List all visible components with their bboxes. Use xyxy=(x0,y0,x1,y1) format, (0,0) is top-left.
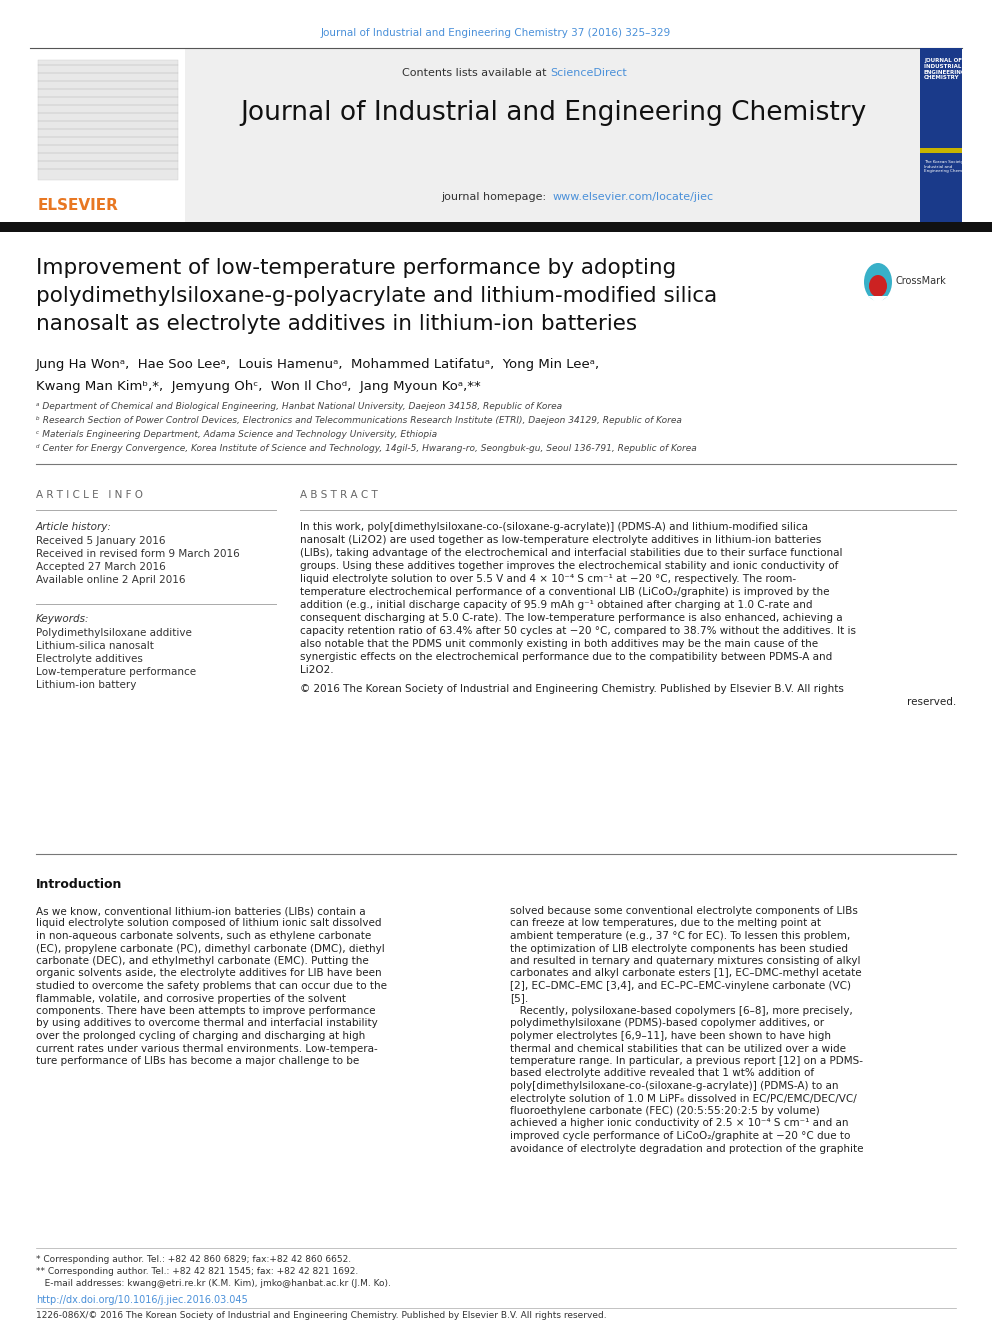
Text: Keywords:: Keywords: xyxy=(36,614,89,624)
Text: Received 5 January 2016: Received 5 January 2016 xyxy=(36,536,166,546)
Text: polydimethylsiloxane (PDMS)-based copolymer additives, or: polydimethylsiloxane (PDMS)-based copoly… xyxy=(510,1019,824,1028)
Text: A R T I C L E   I N F O: A R T I C L E I N F O xyxy=(36,490,143,500)
Text: organic solvents aside, the electrolyte additives for LIB have been: organic solvents aside, the electrolyte … xyxy=(36,968,382,979)
Text: JOURNAL OF
INDUSTRIAL AND
ENGINEERING
CHEMISTRY: JOURNAL OF INDUSTRIAL AND ENGINEERING CH… xyxy=(924,58,977,81)
Text: ᵈ Center for Energy Convergence, Korea Institute of Science and Technology, 14gi: ᵈ Center for Energy Convergence, Korea I… xyxy=(36,445,696,452)
Text: and resulted in ternary and quaternary mixtures consisting of alkyl: and resulted in ternary and quaternary m… xyxy=(510,957,860,966)
Text: (LIBs), taking advantage of the electrochemical and interfacial stabilities due : (LIBs), taking advantage of the electroc… xyxy=(300,548,842,558)
Text: nanosalt as electrolyte additives in lithium-ion batteries: nanosalt as electrolyte additives in lit… xyxy=(36,314,637,333)
Text: Kwang Man Kimᵇ,*,  Jemyung Ohᶜ,  Won Il Choᵈ,  Jang Myoun Koᵃ,**: Kwang Man Kimᵇ,*, Jemyung Ohᶜ, Won Il Ch… xyxy=(36,380,481,393)
Text: studied to overcome the safety problems that can occur due to the: studied to overcome the safety problems … xyxy=(36,980,387,991)
Text: synergistic effects on the electrochemical performance due to the compatibility : synergistic effects on the electrochemic… xyxy=(300,652,832,662)
Text: Jung Ha Wonᵃ,  Hae Soo Leeᵃ,  Louis Hamenuᵃ,  Mohammed Latifatuᵃ,  Yong Min Leeᵃ: Jung Ha Wonᵃ, Hae Soo Leeᵃ, Louis Hamenu… xyxy=(36,359,600,370)
Text: The Korean Society of
Industrial and
Engineering Chemistry: The Korean Society of Industrial and Eng… xyxy=(924,160,971,173)
Text: based electrolyte additive revealed that 1 wt% addition of: based electrolyte additive revealed that… xyxy=(510,1069,814,1078)
Text: components. There have been attempts to improve performance: components. There have been attempts to … xyxy=(36,1005,376,1016)
Text: addition (e.g., initial discharge capacity of 95.9 mAh g⁻¹ obtained after chargi: addition (e.g., initial discharge capaci… xyxy=(300,601,812,610)
Text: As we know, conventional lithium-ion batteries (LIBs) contain a: As we know, conventional lithium-ion bat… xyxy=(36,906,366,916)
Text: nanosalt (Li2O2) are used together as low-temperature electrolyte additives in l: nanosalt (Li2O2) are used together as lo… xyxy=(300,534,821,545)
Text: Accepted 27 March 2016: Accepted 27 March 2016 xyxy=(36,562,166,572)
Text: Contents lists available at: Contents lists available at xyxy=(402,67,550,78)
Text: consequent discharging at 5.0 C-rate). The low-temperature performance is also e: consequent discharging at 5.0 C-rate). T… xyxy=(300,613,842,623)
Text: ScienceDirect: ScienceDirect xyxy=(550,67,627,78)
Text: reserved.: reserved. xyxy=(907,697,956,706)
Text: flammable, volatile, and corrosive properties of the solvent: flammable, volatile, and corrosive prope… xyxy=(36,994,346,1004)
Text: Journal of Industrial and Engineering Chemistry: Journal of Industrial and Engineering Ch… xyxy=(240,101,866,126)
Text: ᵃ Department of Chemical and Biological Engineering, Hanbat National University,: ᵃ Department of Chemical and Biological … xyxy=(36,402,562,411)
Text: ᵇ Research Section of Power Control Devices, Electronics and Telecommunications : ᵇ Research Section of Power Control Devi… xyxy=(36,415,682,425)
Bar xyxy=(920,148,962,153)
Bar xyxy=(0,222,992,232)
Text: (EC), propylene carbonate (PC), dimethyl carbonate (DMC), diethyl: (EC), propylene carbonate (PC), dimethyl… xyxy=(36,943,385,954)
Text: © 2016 The Korean Society of Industrial and Engineering Chemistry. Published by : © 2016 The Korean Society of Industrial … xyxy=(300,684,844,695)
Text: Recently, polysiloxane-based copolymers [6–8], more precisely,: Recently, polysiloxane-based copolymers … xyxy=(510,1005,853,1016)
Ellipse shape xyxy=(864,263,892,302)
Text: groups. Using these additives together improves the electrochemical stability an: groups. Using these additives together i… xyxy=(300,561,838,572)
Text: carbonates and alkyl carbonate esters [1], EC–DMC-methyl acetate: carbonates and alkyl carbonate esters [1… xyxy=(510,968,862,979)
Text: capacity retention ratio of 63.4% after 50 cycles at −20 °C, compared to 38.7% w: capacity retention ratio of 63.4% after … xyxy=(300,626,856,636)
Text: Received in revised form 9 March 2016: Received in revised form 9 March 2016 xyxy=(36,549,240,560)
Text: [5].: [5]. xyxy=(510,994,529,1004)
Text: Article history:: Article history: xyxy=(36,523,112,532)
Text: [2], EC–DMC–EMC [3,4], and EC–PC–EMC-vinylene carbonate (VC): [2], EC–DMC–EMC [3,4], and EC–PC–EMC-vin… xyxy=(510,980,851,991)
Text: in non-aqueous carbonate solvents, such as ethylene carbonate: in non-aqueous carbonate solvents, such … xyxy=(36,931,371,941)
Text: Improvement of low-temperature performance by adopting: Improvement of low-temperature performan… xyxy=(36,258,677,278)
Text: ture performance of LIBs has become a major challenge to be: ture performance of LIBs has become a ma… xyxy=(36,1056,359,1066)
Text: A B S T R A C T: A B S T R A C T xyxy=(300,490,378,500)
Text: Available online 2 April 2016: Available online 2 April 2016 xyxy=(36,576,186,585)
Text: poly[dimethylsiloxane-co-(siloxane-g-acrylate)] (PDMS-A) to an: poly[dimethylsiloxane-co-(siloxane-g-acr… xyxy=(510,1081,838,1091)
Text: CrossMark: CrossMark xyxy=(896,277,946,286)
Text: Lithium-silica nanosalt: Lithium-silica nanosalt xyxy=(36,642,154,651)
Text: In this work, poly[dimethylsiloxane-co-(siloxane-g-acrylate)] (PDMS-A) and lithi: In this work, poly[dimethylsiloxane-co-(… xyxy=(300,523,808,532)
Text: fluoroethylene carbonate (FEC) (20:5:55:20:2:5 by volume): fluoroethylene carbonate (FEC) (20:5:55:… xyxy=(510,1106,819,1117)
Text: E-mail addresses: kwang@etri.re.kr (K.M. Kim), jmko@hanbat.ac.kr (J.M. Ko).: E-mail addresses: kwang@etri.re.kr (K.M.… xyxy=(36,1279,391,1289)
Text: polymer electrolytes [6,9–11], have been shown to have high: polymer electrolytes [6,9–11], have been… xyxy=(510,1031,831,1041)
Text: ᶜ Materials Engineering Department, Adama Science and Technology University, Eth: ᶜ Materials Engineering Department, Adam… xyxy=(36,430,437,439)
Text: Lithium-ion battery: Lithium-ion battery xyxy=(36,680,136,691)
Text: ** Corresponding author. Tel.: +82 42 821 1545; fax: +82 42 821 1692.: ** Corresponding author. Tel.: +82 42 82… xyxy=(36,1267,358,1275)
Text: current rates under various thermal environments. Low-tempera-: current rates under various thermal envi… xyxy=(36,1044,378,1053)
Bar xyxy=(920,48,962,222)
Text: http://dx.doi.org/10.1016/j.jiec.2016.03.045: http://dx.doi.org/10.1016/j.jiec.2016.03… xyxy=(36,1295,248,1304)
Text: thermal and chemical stabilities that can be utilized over a wide: thermal and chemical stabilities that ca… xyxy=(510,1044,846,1053)
Text: the optimization of LIB electrolyte components has been studied: the optimization of LIB electrolyte comp… xyxy=(510,943,848,954)
Text: Journal of Industrial and Engineering Chemistry 37 (2016) 325–329: Journal of Industrial and Engineering Ch… xyxy=(320,28,672,38)
Text: www.elsevier.com/locate/jiec: www.elsevier.com/locate/jiec xyxy=(553,192,714,202)
Text: journal homepage:: journal homepage: xyxy=(440,192,553,202)
Bar xyxy=(185,48,920,222)
Text: Electrolyte additives: Electrolyte additives xyxy=(36,654,143,664)
Text: Introduction: Introduction xyxy=(36,878,122,890)
Ellipse shape xyxy=(869,275,887,296)
Bar xyxy=(30,48,185,222)
Text: solved because some conventional electrolyte components of LIBs: solved because some conventional electro… xyxy=(510,906,858,916)
Text: liquid electrolyte solution to over 5.5 V and 4 × 10⁻⁴ S cm⁻¹ at −20 °C, respect: liquid electrolyte solution to over 5.5 … xyxy=(300,574,797,583)
Text: polydimethylsiloxane-g-polyacrylate and lithium-modified silica: polydimethylsiloxane-g-polyacrylate and … xyxy=(36,286,717,306)
Text: liquid electrolyte solution composed of lithium ionic salt dissolved: liquid electrolyte solution composed of … xyxy=(36,918,382,929)
Text: ambient temperature (e.g., 37 °C for EC). To lessen this problem,: ambient temperature (e.g., 37 °C for EC)… xyxy=(510,931,850,941)
Text: improved cycle performance of LiCoO₂/graphite at −20 °C due to: improved cycle performance of LiCoO₂/gra… xyxy=(510,1131,850,1140)
Text: 1226-086X/© 2016 The Korean Society of Industrial and Engineering Chemistry. Pub: 1226-086X/© 2016 The Korean Society of I… xyxy=(36,1311,607,1320)
Text: Low-temperature performance: Low-temperature performance xyxy=(36,667,196,677)
Text: temperature electrochemical performance of a conventional LIB (LiCoO₂/graphite) : temperature electrochemical performance … xyxy=(300,587,829,597)
Text: electrolyte solution of 1.0 M LiPF₆ dissolved in EC/PC/EMC/DEC/VC/: electrolyte solution of 1.0 M LiPF₆ diss… xyxy=(510,1094,857,1103)
Text: carbonate (DEC), and ethylmethyl carbonate (EMC). Putting the: carbonate (DEC), and ethylmethyl carbona… xyxy=(36,957,369,966)
Text: by using additives to overcome thermal and interfacial instability: by using additives to overcome thermal a… xyxy=(36,1019,378,1028)
Text: can freeze at low temperatures, due to the melting point at: can freeze at low temperatures, due to t… xyxy=(510,918,821,929)
Polygon shape xyxy=(868,296,888,304)
Text: Polydimethylsiloxane additive: Polydimethylsiloxane additive xyxy=(36,628,191,638)
Text: also notable that the PDMS unit commonly existing in both additives may be the m: also notable that the PDMS unit commonly… xyxy=(300,639,818,650)
Text: avoidance of electrolyte degradation and protection of the graphite: avoidance of electrolyte degradation and… xyxy=(510,1143,863,1154)
Text: Li2O2.: Li2O2. xyxy=(300,665,333,675)
Text: ELSEVIER: ELSEVIER xyxy=(38,198,119,213)
Text: * Corresponding author. Tel.: +82 42 860 6829; fax:+82 42 860 6652.: * Corresponding author. Tel.: +82 42 860… xyxy=(36,1256,351,1263)
Text: temperature range. In particular, a previous report [12] on a PDMS-: temperature range. In particular, a prev… xyxy=(510,1056,863,1066)
Text: over the prolonged cycling of charging and discharging at high: over the prolonged cycling of charging a… xyxy=(36,1031,365,1041)
Text: achieved a higher ionic conductivity of 2.5 × 10⁻⁴ S cm⁻¹ and an: achieved a higher ionic conductivity of … xyxy=(510,1118,848,1129)
Bar xyxy=(38,60,178,180)
